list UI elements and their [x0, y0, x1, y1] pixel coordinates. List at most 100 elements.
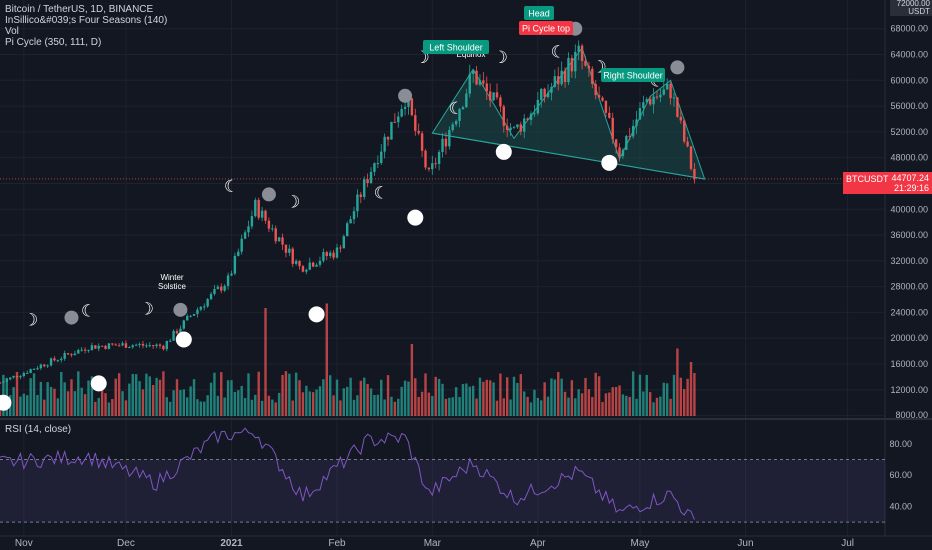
- pi-cycle-dot: [0, 394, 12, 411]
- candle-body: [196, 309, 199, 314]
- candle-body: [570, 58, 574, 72]
- volume-bar: [29, 378, 32, 416]
- volume-bar: [230, 380, 233, 416]
- pi-cycle-dot: [495, 143, 512, 160]
- volume-bar: [652, 402, 655, 416]
- price-tag-symbol: BTCUSDT: [846, 174, 889, 184]
- volume-bar: [437, 378, 441, 416]
- pi-cycle-dot: [308, 306, 325, 323]
- price-axis-label: 64000.00: [890, 49, 928, 59]
- top-price-label: 72000.00: [896, 0, 930, 8]
- pi-cycle-dot: [407, 209, 424, 226]
- rsi-legend[interactable]: RSI (14, close): [5, 424, 72, 435]
- volume-bar: [645, 374, 648, 416]
- candle-body: [60, 358, 63, 361]
- price-axis-label: 20000.00: [890, 333, 928, 343]
- volume-bar: [298, 380, 301, 416]
- candle-body: [512, 127, 516, 129]
- volume-bar: [233, 391, 237, 416]
- volume-bar: [665, 383, 669, 416]
- volume-bar: [512, 376, 516, 416]
- candle-body: [553, 76, 557, 87]
- candle-body: [648, 99, 652, 105]
- volume-bar: [618, 385, 621, 416]
- time-axis-label: Feb: [328, 538, 346, 549]
- volume-bar: [393, 401, 397, 416]
- volume-bar: [250, 399, 254, 416]
- candle-body: [0, 382, 2, 384]
- volume-bar: [495, 400, 499, 416]
- candle-body: [199, 306, 203, 310]
- candle-body: [529, 113, 533, 120]
- volume-bar: [376, 394, 380, 416]
- volume-bar: [580, 393, 584, 416]
- candle-body: [294, 260, 298, 264]
- candle-body: [611, 117, 614, 140]
- candle-body: [169, 340, 172, 342]
- volume-bar: [669, 398, 672, 416]
- volume-bar: [403, 380, 407, 416]
- rsi-band: [0, 459, 885, 523]
- candle-body: [237, 251, 240, 256]
- winter-solstice-label: Solstice: [158, 282, 187, 291]
- volume-bar: [468, 386, 471, 416]
- candles: [0, 40, 696, 384]
- volume-bar: [570, 380, 574, 416]
- candle-body: [614, 139, 618, 148]
- candle-body: [12, 375, 15, 378]
- candle-body: [274, 228, 277, 242]
- candle-body: [383, 136, 386, 152]
- volume-bar: [15, 371, 19, 416]
- candle-body: [584, 60, 587, 66]
- candle-body: [638, 108, 642, 120]
- price-axis-label: 48000.00: [890, 153, 928, 163]
- volume-bar: [56, 398, 60, 416]
- volume-bar: [662, 382, 665, 416]
- volume-indicator-label[interactable]: Vol: [5, 26, 19, 37]
- volume-bar: [43, 399, 46, 416]
- volume-bar: [53, 388, 56, 416]
- candle-body: [427, 167, 431, 170]
- price-axis-label: 32000.00: [890, 256, 928, 266]
- candle-body: [29, 369, 32, 373]
- volume-bar: [635, 398, 638, 416]
- volume-bar: [12, 387, 15, 416]
- candle-body: [281, 237, 284, 245]
- volume-bar: [587, 389, 591, 416]
- volume-bar: [621, 394, 625, 416]
- price-axis-label: 60000.00: [890, 75, 928, 85]
- symbol-label[interactable]: Bitcoin / TetherUS, 1D, BINANCE: [5, 4, 154, 15]
- candle-body: [2, 381, 5, 383]
- volume-bar: [356, 395, 359, 416]
- four-seasons-indicator-label[interactable]: InSillico&#039;s Four Seasons (140): [5, 15, 168, 26]
- candle-body: [308, 262, 311, 270]
- candle-body: [305, 269, 308, 272]
- candle-body: [216, 286, 220, 290]
- volume-bar: [471, 385, 475, 416]
- volume-bar: [594, 372, 597, 416]
- volume-bar: [60, 371, 63, 416]
- candle-body: [526, 118, 529, 120]
- candle-body: [604, 100, 608, 113]
- volume-bar: [689, 362, 693, 416]
- volume-bar: [243, 398, 247, 416]
- time-axis-label: Dec: [117, 538, 135, 549]
- candle-body: [90, 345, 94, 351]
- candle-body: [346, 223, 349, 237]
- volume-bar: [189, 386, 192, 416]
- candle-body: [437, 152, 441, 164]
- candle-body: [417, 130, 420, 134]
- candle-body: [686, 141, 689, 147]
- volume-bar: [49, 386, 53, 416]
- candle-body: [111, 343, 114, 345]
- volume-bar: [458, 396, 461, 416]
- volume-bar: [36, 395, 39, 416]
- volume-bar: [424, 373, 427, 416]
- pi-cycle-indicator-label[interactable]: Pi Cycle (350, 111, D): [5, 37, 102, 48]
- volume-bar: [454, 387, 458, 416]
- volume-bar: [383, 399, 386, 416]
- volume-bar: [284, 371, 288, 416]
- candle-body: [131, 345, 134, 348]
- volume-bar: [80, 387, 83, 416]
